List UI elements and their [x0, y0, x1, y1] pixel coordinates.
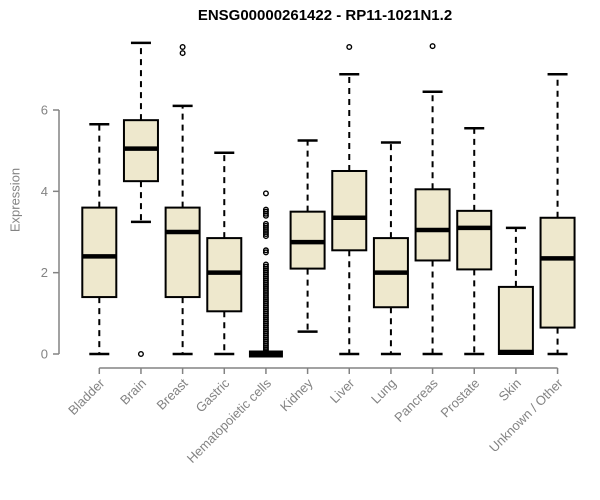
box — [164, 206, 201, 299]
outlier-point — [137, 351, 144, 358]
outlier-point — [346, 43, 353, 50]
outlier-point — [262, 233, 269, 240]
outlier-point — [262, 249, 269, 256]
box — [539, 216, 576, 329]
x-tick-label: Pancreas — [391, 375, 441, 425]
outlier-point — [262, 231, 269, 238]
box — [456, 209, 493, 271]
outlier-point — [262, 346, 269, 353]
chart-title: ENSG00000261422 - RP11-1021N1.2 — [197, 7, 453, 24]
x-tick-label: Kidney — [277, 375, 316, 414]
y-tick-label: 0 — [41, 347, 48, 362]
outlier-point — [262, 247, 269, 254]
x-tick-label: Brain — [117, 376, 149, 408]
outlier-point — [179, 50, 186, 57]
x-tick-label: Prostate — [438, 376, 483, 421]
box — [497, 285, 534, 355]
x-tick-label: Bladder — [65, 375, 108, 418]
box — [414, 188, 451, 262]
x-tick-label: Lung — [368, 376, 399, 407]
x-tick-label: Unknown / Other — [486, 375, 566, 455]
x-tick-label: Skin — [496, 376, 524, 404]
x-tick-label: Gastric — [193, 375, 233, 415]
y-tick-label: 2 — [41, 265, 48, 280]
box — [81, 206, 118, 299]
outlier-point — [262, 210, 269, 217]
y-tick-label: 6 — [41, 102, 48, 117]
outlier-point — [179, 43, 186, 50]
x-tick-label: Liver — [327, 375, 358, 406]
x-tick-label: Breast — [154, 375, 191, 412]
y-tick-label: 4 — [41, 184, 48, 199]
outlier-point — [262, 190, 269, 197]
outlier-point — [262, 212, 269, 219]
box — [331, 169, 368, 252]
outlier-point — [262, 348, 269, 355]
outlier-point — [429, 43, 436, 50]
